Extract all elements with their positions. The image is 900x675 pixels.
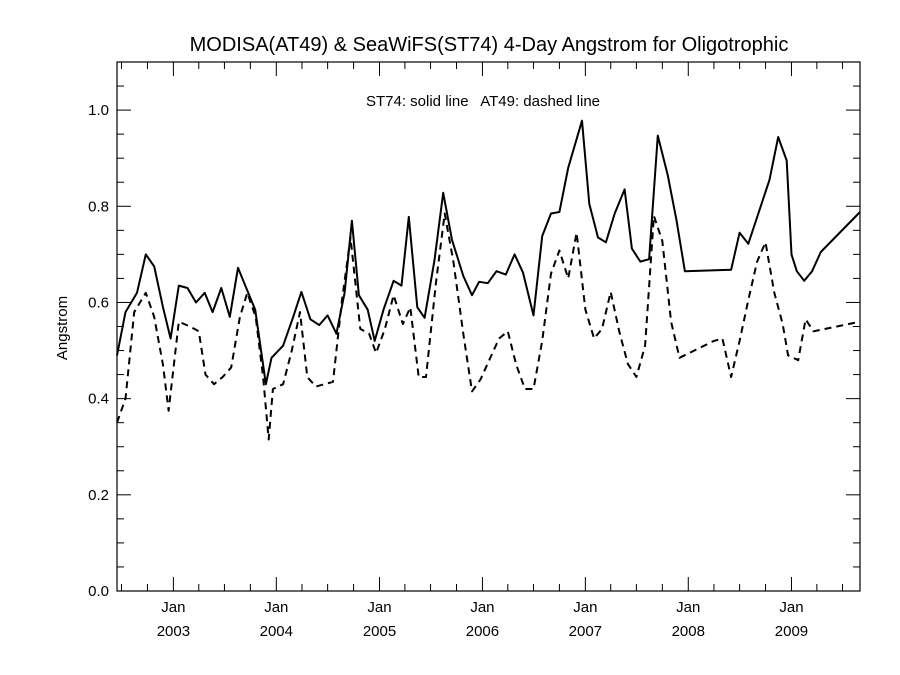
axis-layer: 0.0 0.2 0.4 0.6 0.8 1.0 Jan 2003 Jan 2004 Jan 2005 J… xyxy=(88,61,860,640)
x-tick-month-label: Jan xyxy=(676,599,700,616)
y-axis-label: Angstrom xyxy=(54,296,71,360)
y-tick-label: 0.0 xyxy=(88,583,109,600)
x-tick-month-label: Jan xyxy=(573,599,597,616)
legend-annotation: ST74: solid line AT49: dashed line xyxy=(366,93,600,110)
series-layer xyxy=(116,119,861,441)
x-tick-month-label: Jan xyxy=(470,599,494,616)
x-tick-year-label: 2009 xyxy=(775,623,808,640)
x-tick-year-label: 2007 xyxy=(569,623,602,640)
x-tick-year-label: 2003 xyxy=(157,623,190,640)
y-tick-label: 0.6 xyxy=(88,294,109,311)
x-tick-month-label: Jan xyxy=(367,599,391,616)
x-tick-year-label: 2006 xyxy=(466,623,499,640)
plot-frame xyxy=(116,61,861,592)
x-tick-month-label: Jan xyxy=(264,599,288,616)
y-tick-label: 0.8 xyxy=(88,198,109,215)
x-tick-year-label: 2004 xyxy=(260,623,293,640)
y-tick-label: 1.0 xyxy=(88,102,109,119)
y-tick-label: 0.2 xyxy=(88,487,109,504)
series-line-st74 xyxy=(116,119,861,386)
y-tick-label: 0.4 xyxy=(88,391,109,408)
series-line-at49 xyxy=(116,212,861,441)
x-tick-month-label: Jan xyxy=(779,599,803,616)
chart-title: MODISA(AT49) & SeaWiFS(ST74) 4-Day Angst… xyxy=(190,34,789,56)
x-tick-year-label: 2008 xyxy=(672,623,705,640)
x-tick-year-label: 2005 xyxy=(363,623,396,640)
x-tick-month-label: Jan xyxy=(161,599,185,616)
